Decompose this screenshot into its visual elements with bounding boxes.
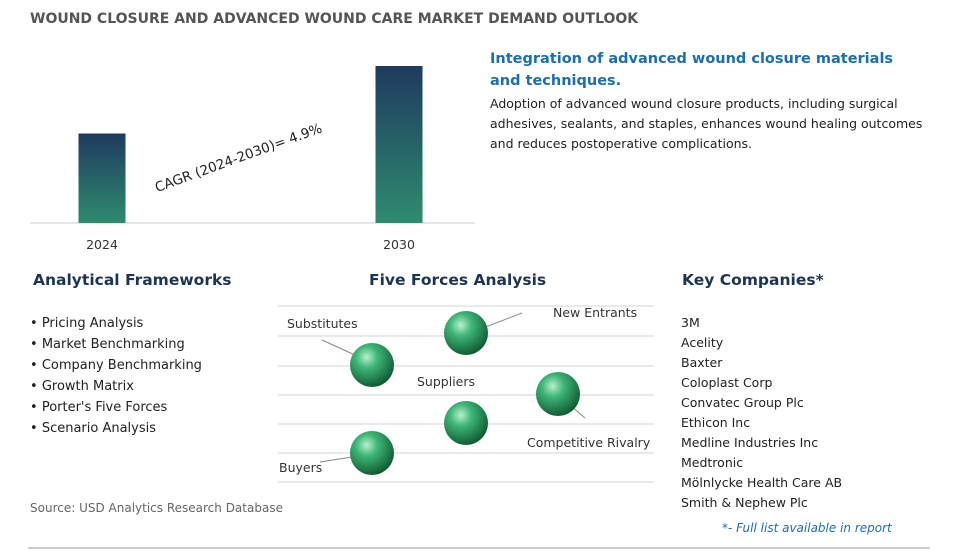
highlight-heading: Integration of advanced wound closure ma… [490,51,894,89]
force-label: Buyers [279,460,322,475]
x-tick-label: 2030 [383,237,415,252]
item-text: Market Benchmarking [41,337,185,352]
item-text: Baxter [681,355,723,370]
item-text: Smith & Nephew Plc [681,495,808,510]
item-text: Pricing Analysis [41,316,144,331]
bullet: • [30,358,42,373]
bar [375,66,423,223]
companies-list: 3M Acelity Baxter Coloplast Corp Convatec Gr… [681,313,842,513]
page-title: WOUND CLOSURE AND ADVANCED WOUND CARE MA… [30,11,639,27]
item-text: Growth Matrix [41,379,134,394]
list-item: • Growth Matrix [30,376,202,397]
cagr-annotation: CAGR (2024-2030)= 4.9% [153,120,325,195]
item-text: Medtronic [681,455,744,470]
x-tick-label: 2024 [86,237,118,252]
list-item: Baxter [681,353,842,373]
forces-heading: Five Forces Analysis [369,271,547,289]
list-item: Acelity [681,333,842,353]
list-item: • Company Benchmarking [30,355,202,376]
list-item: Smith & Nephew Plc [681,493,842,513]
force-label: Suppliers [417,374,475,389]
force-sphere [350,431,394,475]
bullet: • [30,421,42,436]
item-text: Convatec Group Plc [681,395,804,410]
item-text: Acelity [681,335,724,350]
list-item: • Pricing Analysis [30,313,202,334]
force-label: Competitive Rivalry [527,435,651,450]
list-item: • Porter's Five Forces [30,397,202,418]
bar [78,133,126,223]
item-text: 3M [681,315,700,330]
item-text: Medline Industries Inc [681,435,819,450]
list-item: • Scenario Analysis [30,418,202,439]
force-label: New Entrants [553,305,637,320]
item-text: Scenario Analysis [41,421,157,436]
bullet: • [30,337,42,352]
bar-chart: 2024 2030 CAGR (2024-2030)= 4.9% [30,66,475,252]
list-item: Medtronic [681,453,842,473]
force-label: Substitutes [287,316,358,331]
force-sphere [350,343,394,387]
item-text: Ethicon Inc [681,415,751,430]
list-item: Convatec Group Plc [681,393,842,413]
bullet: • [30,379,42,394]
force-sphere [444,401,488,445]
list-item: Ethicon Inc [681,413,842,433]
companies-note: *- Full list available in report [722,521,892,535]
bullet: • [30,400,42,415]
list-item: Coloplast Corp [681,373,842,393]
item-text: Coloplast Corp [681,375,773,390]
list-item: • Market Benchmarking [30,334,202,355]
list-item: 3M [681,313,842,333]
five-forces: Substitutes New Entrants Suppliers Competit… [278,305,654,483]
frameworks-list: • Pricing Analysis • Market Benchmarking •… [30,313,202,439]
force-sphere [536,372,580,416]
list-item: Medline Industries Inc [681,433,842,453]
item-text: Company Benchmarking [41,358,202,373]
frameworks-heading: Analytical Frameworks [33,271,232,289]
source: Source: USD Analytics Research Database [30,501,283,515]
list-item: Mölnlycke Health Care AB [681,473,842,493]
companies-heading: Key Companies* [682,271,824,289]
force-sphere [444,311,488,355]
bullet: • [30,316,42,331]
highlight-body: Adoption of advanced wound closure produ… [490,96,923,151]
item-text: Mölnlycke Health Care AB [681,475,843,490]
item-text: Porter's Five Forces [41,400,168,415]
